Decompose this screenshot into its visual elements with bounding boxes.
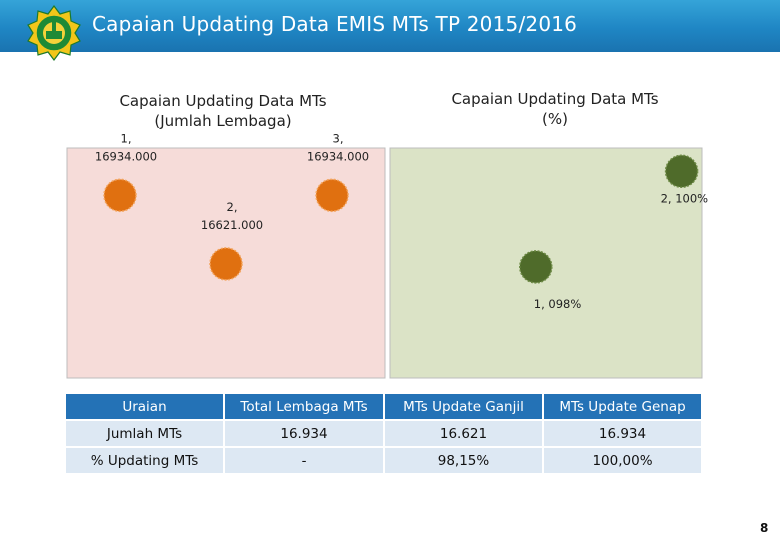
table-cell: % Updating MTs [66,448,223,473]
table-cell: 98,15% [385,448,542,473]
data-label: 3, [333,131,344,145]
data-label: 16934.000 [307,149,369,163]
table-header-cell: MTs Update Ganjil [385,394,542,419]
data-label: 1, 098% [534,297,582,311]
table-row: Jumlah MTs 16.934 16.621 16.934 [66,421,701,446]
table-cell: 16.934 [225,421,383,446]
header-bar: Capaian Updating Data EMIS MTs TP 2015/2… [0,0,780,52]
table-cell: 100,00% [544,448,701,473]
chart2-persen: 1, 098% 2, 100% [389,147,708,379]
chart2-title: Capaian Updating Data MTs (%) [400,89,710,129]
table-header-cell: MTs Update Genap [544,394,701,419]
chart2-title-line-2: (%) [542,110,568,128]
table-header-cell: Uraian [66,394,223,419]
table-cell: - [225,448,383,473]
table-header-row: Uraian Total Lembaga MTs MTs Update Ganj… [66,394,701,419]
data-label: 16934.000 [95,149,157,163]
page-title: Capaian Updating Data EMIS MTs TP 2015/2… [92,12,578,36]
data-point [519,250,553,284]
table-cell: 16.621 [385,421,542,446]
data-point [209,247,243,281]
data-label: 2, 100% [661,191,709,205]
table-cell: 16.934 [544,421,701,446]
table-row: % Updating MTs - 98,15% 100,00% [66,448,701,473]
data-point [664,154,699,189]
data-label: 1, [121,131,132,145]
chart1-title: Capaian Updating Data MTs (Jumlah Lembag… [68,91,378,131]
table-cell: Jumlah MTs [66,421,223,446]
chart1-jumlah-lembaga: 1, 16934.000 2, 16621.000 3, 16934.000 [66,131,386,379]
page-number: 8 [760,521,769,535]
data-point [103,178,137,213]
chart2-title-line-1: Capaian Updating Data MTs [451,90,659,108]
chart1-title-line-2: (Jumlah Lembaga) [154,112,292,130]
data-table: Uraian Total Lembaga MTs MTs Update Ganj… [64,392,703,475]
data-label: 16621.000 [201,218,263,232]
kemenag-logo-icon [27,5,81,61]
data-point [315,178,349,213]
data-label: 2, [227,200,238,214]
table-header-cell: Total Lembaga MTs [225,394,383,419]
chart1-title-line-1: Capaian Updating Data MTs [119,92,327,110]
